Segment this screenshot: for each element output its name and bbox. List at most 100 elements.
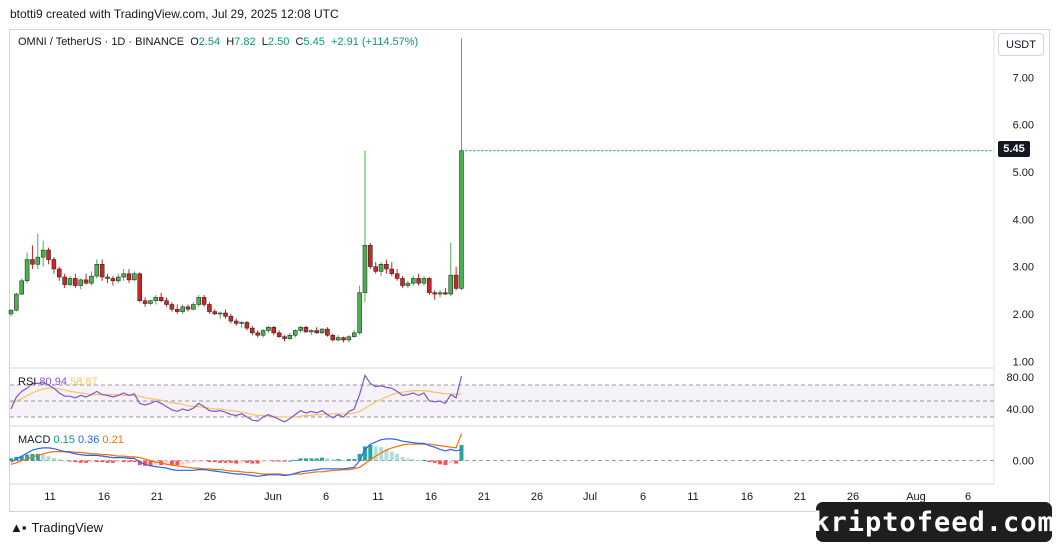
- candle-body: [384, 264, 389, 270]
- macd-histogram-bar: [459, 444, 464, 461]
- candle-body: [292, 330, 298, 336]
- time-tick-label: 16: [741, 491, 753, 503]
- time-tick-label: 6: [640, 491, 646, 503]
- rsi-tick-label: 40.00: [1006, 404, 1034, 416]
- macd-histogram-bar: [218, 460, 223, 463]
- change-value: +2.91 (+114.57%): [330, 36, 419, 48]
- macd-histogram-bar: [148, 460, 153, 466]
- candle-body: [276, 332, 282, 337]
- macd-histogram-bar: [266, 460, 271, 462]
- macd-legend[interactable]: MACD 0.15 0.36 0.21: [18, 434, 124, 446]
- macd-histogram-bar: [9, 458, 13, 461]
- macd-histogram-bar: [368, 444, 373, 461]
- time-tick-label: 26: [531, 491, 543, 503]
- macd-histogram-bar: [421, 459, 426, 461]
- macd-histogram-bar: [110, 460, 115, 463]
- candle-body: [319, 328, 325, 334]
- candle-body: [437, 292, 443, 295]
- low-label: L: [261, 36, 268, 48]
- macd-histogram-bar: [212, 460, 217, 463]
- candle-body: [217, 312, 223, 315]
- candle-body: [180, 306, 185, 312]
- candle-body: [250, 327, 255, 334]
- candle-body: [244, 322, 250, 329]
- chart-header-title: btotti9 created with TradingView.com, Ju…: [10, 7, 339, 21]
- macd-histogram-bar: [309, 458, 314, 461]
- macd-signal-line: [10, 433, 463, 476]
- macd-histogram-bar: [196, 460, 201, 463]
- macd-histogram-bar: [271, 460, 276, 462]
- candle-body: [400, 278, 405, 286]
- candle-body: [325, 328, 330, 336]
- candle-body: [421, 278, 427, 284]
- price-tick-label: 6.00: [1013, 120, 1034, 132]
- time-tick-label: 6: [323, 491, 329, 503]
- tradingview-icon: ▲▪: [10, 520, 27, 535]
- macd-line-value: 0.36: [77, 434, 100, 446]
- symbol-name: OMNI / TetherUS · 1D · BINANCE: [18, 36, 185, 48]
- candle-body: [116, 276, 121, 282]
- time-tick-label: 6: [965, 491, 971, 503]
- candle-body: [368, 245, 373, 267]
- candle-body: [223, 312, 228, 317]
- tradingview-logo[interactable]: ▲▪ TradingView: [10, 520, 103, 535]
- time-tick-label: 21: [151, 491, 163, 503]
- macd-histogram-bar: [298, 458, 303, 461]
- candle-body: [142, 300, 148, 304]
- candle-body: [346, 336, 352, 341]
- candle-body: [164, 300, 169, 305]
- price-tick-label: 7.00: [1013, 72, 1034, 84]
- candle-body: [335, 337, 341, 341]
- macd-histogram-bar: [341, 459, 346, 461]
- close-value: 5.45: [303, 36, 325, 48]
- macd-histogram-bar: [282, 460, 287, 462]
- time-tick-label: Aug: [906, 491, 926, 503]
- time-tick-label: 21: [794, 491, 806, 503]
- macd-histogram-bar: [405, 458, 410, 461]
- candle-body: [233, 320, 239, 324]
- macd-histogram-bar: [164, 460, 169, 465]
- macd-histogram-bar: [416, 459, 421, 461]
- currency-button[interactable]: USDT: [998, 33, 1044, 56]
- macd-histogram-bar: [411, 459, 416, 461]
- macd-histogram-bar: [454, 460, 459, 464]
- macd-histogram-bar: [202, 460, 207, 462]
- candle-body: [314, 330, 319, 334]
- macd-histogram-bar: [384, 449, 389, 461]
- macd-histogram-bar: [94, 460, 99, 463]
- candle-body: [432, 292, 437, 295]
- candle-body: [175, 308, 180, 312]
- price-tick-label: 1.00: [1013, 356, 1034, 368]
- macd-histogram-bar: [228, 460, 233, 463]
- macd-histogram-bar: [239, 460, 244, 463]
- macd-histogram-bar: [153, 460, 158, 466]
- macd-histogram-bar: [432, 460, 437, 463]
- macd-histogram-bar: [46, 456, 51, 461]
- rsi-legend[interactable]: RSI 80.94 58.87: [18, 376, 98, 388]
- macd-histogram-bar: [234, 460, 239, 464]
- macd-histogram-bar: [400, 456, 405, 461]
- macd-histogram-bar: [303, 458, 308, 461]
- macd-histogram-bar: [191, 460, 196, 463]
- high-value: 7.82: [234, 36, 256, 48]
- candle-body: [196, 297, 201, 305]
- macd-histogram-bar: [293, 459, 298, 461]
- rsi-label: RSI: [18, 376, 37, 388]
- macd-histogram-bar: [325, 458, 330, 461]
- candle-body: [303, 326, 309, 333]
- macd-histogram-bar: [379, 447, 384, 461]
- macd-histogram-bar: [250, 460, 255, 464]
- macd-histogram-bar: [389, 451, 394, 461]
- watermark-badge: kriptofeed.com: [813, 502, 1054, 542]
- candle-body: [73, 278, 78, 286]
- candle-body: [239, 322, 244, 324]
- candle-body: [260, 330, 266, 336]
- open-value: 2.54: [198, 36, 221, 48]
- macd-histogram-bar: [244, 460, 249, 463]
- candle-body: [351, 332, 357, 337]
- candle-body: [40, 249, 46, 258]
- macd-histogram-bar: [448, 460, 453, 463]
- macd-histogram-bar: [336, 459, 341, 461]
- candle-body: [389, 268, 395, 274]
